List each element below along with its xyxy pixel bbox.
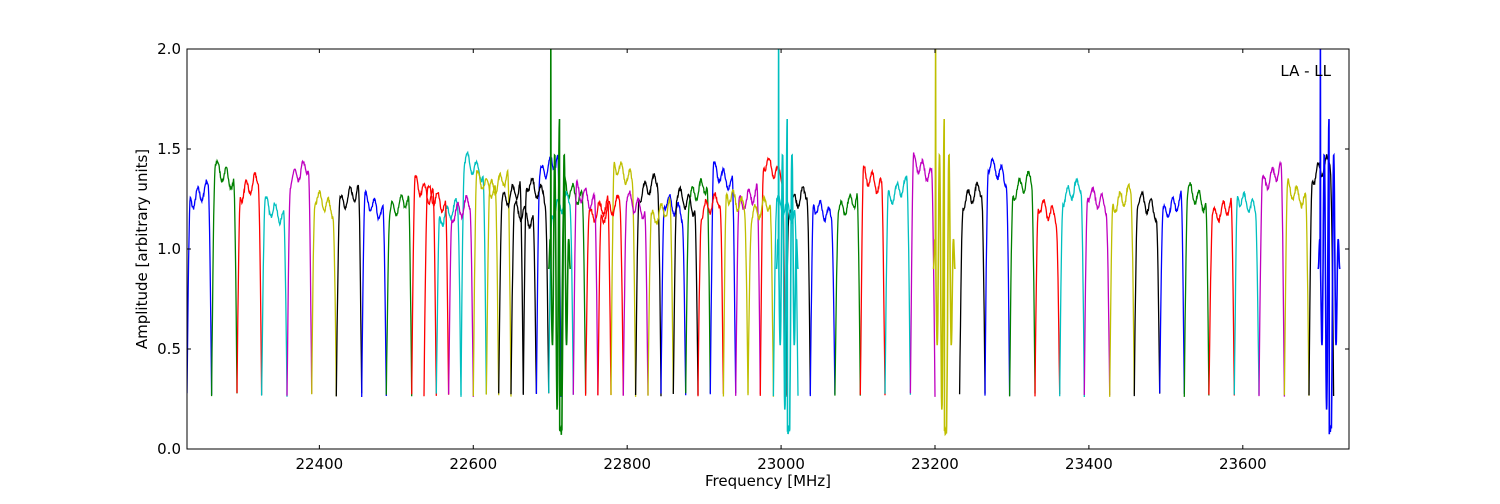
spectrum-segment: [447, 195, 474, 397]
spectrum-segment: [1159, 190, 1185, 394]
spectrum-segment: [610, 161, 637, 397]
spectrum-segment: [672, 185, 699, 396]
spectrum-segment: [722, 189, 749, 397]
x-tick-label: 23400: [1065, 455, 1113, 473]
annotation-label: LA - LL: [1280, 62, 1331, 80]
spectrum-segment: [335, 184, 363, 397]
spectrum-segment: [1083, 186, 1111, 396]
spectrum-segment: [522, 177, 550, 395]
spectrum-spike: [1317, 49, 1341, 435]
spectrum-segment: [1258, 160, 1286, 397]
spectrum-segment: [735, 183, 761, 396]
spectrum-segment: [187, 179, 213, 395]
spectrum-segment: [597, 194, 624, 396]
spectrum-segment: [660, 193, 687, 396]
x-tick-label: 23600: [1219, 455, 1267, 473]
spectrum-segment: [958, 181, 986, 395]
spectrum-segment: [535, 154, 562, 397]
spectrum-segment: [1208, 197, 1235, 396]
spectrum-segment: [361, 189, 387, 398]
spectrum-segment: [572, 178, 599, 396]
spectrum-segment: [460, 150, 487, 397]
x-tick-label: 22800: [603, 455, 651, 473]
spectrum-segment: [697, 192, 725, 397]
spectrum-segment: [210, 158, 238, 397]
spectrum-segment: [485, 168, 512, 397]
spectrum-segment: [859, 165, 886, 396]
spectrum-spike: [932, 49, 956, 437]
spectrum-segment: [984, 157, 1011, 396]
spectrum-segment: [435, 197, 462, 396]
spectrum-segment: [834, 192, 861, 396]
spectrum-segment: [747, 194, 775, 397]
spectrum-segment: [498, 181, 524, 394]
y-tick-label: 0.0: [157, 440, 181, 458]
x-axis-label: Frequency [MHz]: [705, 472, 831, 490]
x-tick-label: 23000: [757, 455, 805, 473]
x-tick-label: 22600: [449, 455, 497, 473]
spectrum-segment: [1034, 199, 1061, 397]
spectrum-segment: [510, 200, 538, 395]
spectrum-segment: [423, 184, 450, 397]
y-tick-label: 1.0: [157, 240, 181, 258]
spectrum-segment: [909, 152, 936, 397]
spectrum-segment: [1059, 177, 1085, 398]
spectrum-segment: [709, 161, 737, 395]
spectrum-segment: [1233, 190, 1260, 395]
y-axis-label: Amplitude [arbitrary units]: [133, 149, 151, 349]
spectrum-segment: [884, 175, 912, 395]
spectrum-segment: [1109, 182, 1135, 397]
spectrum-segment: [1183, 182, 1210, 397]
spectrum-segment: [647, 196, 674, 396]
spectrum-segment: [260, 196, 288, 397]
spectrum-segment: [634, 173, 662, 397]
spectrum-segment: [385, 194, 413, 397]
y-tick-label: 0.5: [157, 340, 181, 358]
spectrum-segment: [1133, 190, 1161, 397]
spectrum-segment: [472, 169, 500, 397]
spectrum-segment: [809, 199, 836, 397]
spectrum-segment: [411, 174, 437, 396]
spectrum-segment: [622, 190, 649, 396]
x-tick-label: 23200: [911, 455, 959, 473]
y-tick-label: 2.0: [157, 40, 181, 58]
x-tick-label: 22400: [296, 455, 344, 473]
spectrum-segment: [311, 190, 337, 397]
spectrum-segment: [548, 190, 574, 395]
spectrum-segment: [1008, 170, 1036, 397]
y-tick-label: 1.5: [157, 140, 181, 158]
spectrum-segment: [236, 171, 263, 396]
axes: 22400 22600 22800 23000 23200 23400 23600 0.0 0.…: [157, 40, 1349, 473]
plot-series: [187, 49, 1341, 437]
spectrum-spike: [547, 49, 571, 435]
spectrum-spike: [775, 49, 799, 435]
spectrum-segment: [286, 159, 313, 396]
spectrum-segment: [1283, 178, 1310, 396]
